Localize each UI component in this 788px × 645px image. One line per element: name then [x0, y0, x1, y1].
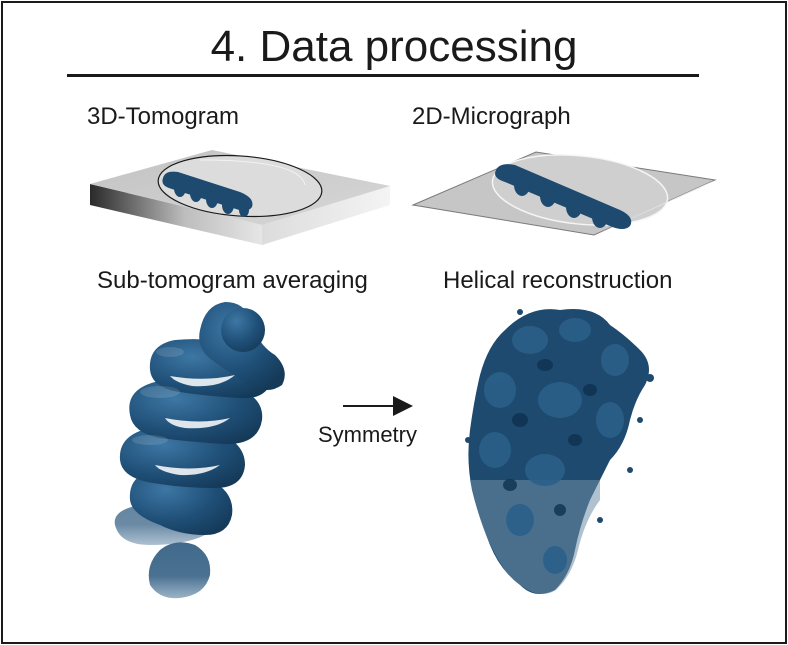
- title-underline: [67, 74, 699, 77]
- symmetry-arrow: [343, 396, 413, 416]
- subtomogram-averaging-label: Sub-tomogram averaging: [97, 267, 368, 294]
- symmetry-label: Symmetry: [318, 422, 417, 447]
- helical-reconstruction-density: [465, 309, 654, 594]
- tomogram-slab: [90, 150, 390, 245]
- subtomogram-helix: [114, 302, 285, 599]
- tomogram-filament: [162, 171, 253, 217]
- figure-title: 4. Data processing: [210, 22, 578, 71]
- helical-reconstruction-label: Helical reconstruction: [443, 267, 673, 294]
- tomogram-label: 3D-Tomogram: [87, 103, 240, 130]
- micrograph-filament: [495, 164, 632, 229]
- micrograph-plane: [411, 151, 717, 236]
- micrograph-label: 2D-Micrograph: [412, 103, 571, 130]
